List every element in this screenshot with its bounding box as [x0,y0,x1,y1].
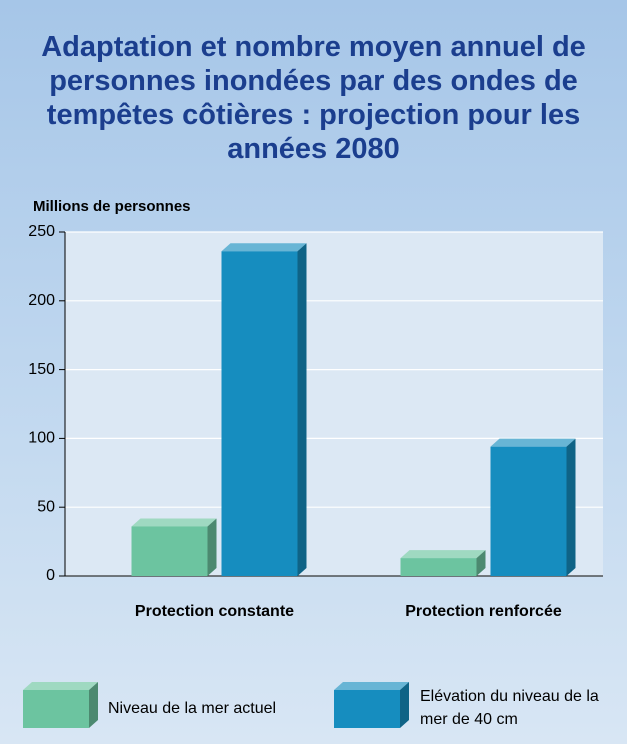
bar-face [400,558,477,576]
bar-face [400,550,486,559]
y-tick-label: 50 [37,498,55,515]
y-tick-label: 100 [28,430,55,447]
x-tick-label: Protection constante [135,603,294,620]
legend-swatch-face [400,682,409,728]
legend-swatch-face [23,682,98,690]
legend-swatch [23,682,98,728]
legend-swatch-face [23,690,89,728]
y-tick-label: 200 [28,292,55,309]
y-tick-label: 0 [46,567,55,584]
bar-face [221,243,307,252]
legend-swatch-face [89,682,98,728]
legend-label: Niveau de la mer actuel [108,699,277,717]
bar-face [476,550,486,576]
bar [490,438,576,576]
bar-face [566,438,576,576]
bar [221,243,307,576]
bar-face [490,438,576,447]
y-axis-label: Millions de personnes [33,198,191,215]
bar-face [221,251,298,576]
x-tick-label: Protection renforcée [405,603,562,620]
legend-swatch [334,682,409,728]
y-tick-label: 150 [28,361,55,378]
bar-face [207,518,217,576]
y-tick-label: 250 [28,223,55,240]
bar [131,518,217,576]
bar-face [490,446,567,576]
legend-swatch-face [334,682,409,690]
bar-face [297,243,307,576]
legend-label: Elévation du niveau de la mer de 40 cm [420,688,599,728]
bar-face [131,518,217,527]
bar [400,550,486,576]
bar-face [131,526,208,576]
legend-swatch-face [334,690,400,728]
chart-title: Adaptation et nombre moyen annuel de per… [41,31,586,165]
